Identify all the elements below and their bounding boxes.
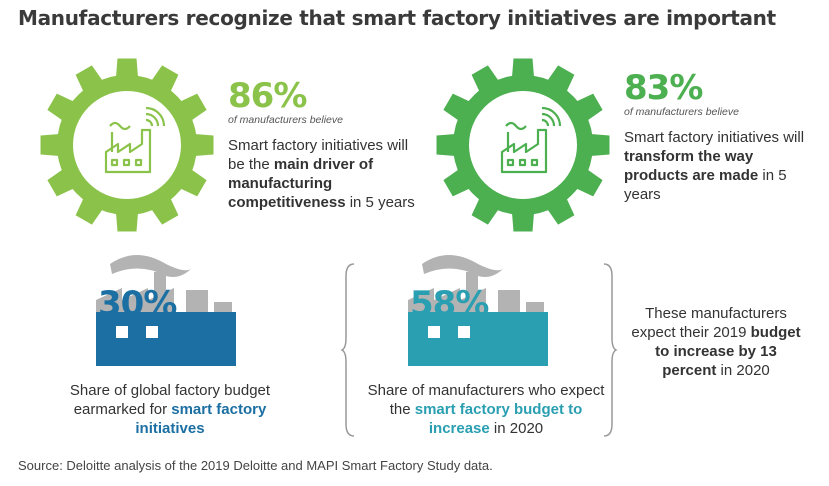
factory-percent: 30% <box>98 284 177 324</box>
side-note: These manufacturers expect their 2019 bu… <box>631 305 801 379</box>
factory-percent: 58% <box>410 284 489 324</box>
stat-percent: 86% <box>228 76 307 116</box>
gear-icon <box>40 58 214 232</box>
bracket-left <box>340 263 355 437</box>
factory-caption: Share of global factory budget earmarked… <box>69 382 271 437</box>
factory-wifi-icon <box>500 106 562 174</box>
stat-subtitle: of manufacturers believe <box>624 106 739 118</box>
stat-subtitle: of manufacturers believe <box>228 114 343 126</box>
source-note: Source: Deloitte analysis of the 2019 De… <box>18 458 493 473</box>
stat-percent: 83% <box>624 68 703 108</box>
factory-icon <box>408 255 548 366</box>
factory-icon <box>96 255 236 366</box>
bracket-right <box>603 263 618 437</box>
stat-description: Smart factory initiatives will transform… <box>624 129 805 203</box>
stat-description: Smart factory initiatives will be the ma… <box>228 137 415 211</box>
factory-wifi-icon <box>104 106 166 174</box>
gear-icon <box>436 58 610 232</box>
factory-caption: Share of manufacturers who expect the sm… <box>367 382 605 437</box>
page-title: Manufacturers recognize that smart facto… <box>18 6 776 30</box>
